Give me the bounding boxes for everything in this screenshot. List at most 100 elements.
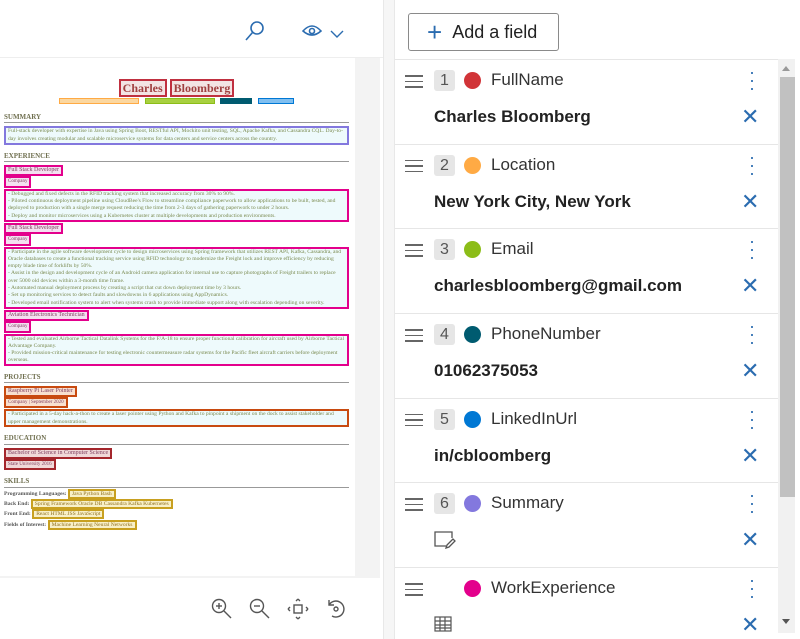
fields-panel: + Add a field 1 FullName · · · Charles Bloombe… [395, 0, 800, 639]
field-card[interactable]: WorkExperience · · · ✕ [395, 568, 778, 633]
linkedin-highlight [257, 98, 294, 104]
skill-label: Back End: [4, 500, 30, 507]
field-name: Summary [491, 493, 564, 513]
more-options-icon[interactable]: · · · [749, 231, 755, 268]
document-viewer: Charles Bloomberg SUMMARY Full-stack dev… [0, 58, 380, 578]
job-1: Full Stack Developer Company - Debugged … [4, 165, 349, 222]
field-name: LinkedInUrl [491, 408, 577, 428]
drag-handle-icon[interactable] [405, 159, 423, 177]
document-toolbar [0, 0, 383, 58]
more-options-icon[interactable]: · · · [749, 485, 755, 522]
edit-text-icon[interactable] [434, 531, 456, 554]
clear-icon[interactable]: ✕ [741, 612, 760, 633]
location-highlight [59, 98, 140, 104]
job-2: Full Stack Developer Company - Participa… [4, 222, 349, 309]
skill-value: Machine Learning Neural Networks [47, 519, 137, 530]
fit-to-page-icon[interactable] [286, 597, 310, 621]
education-school: State University 2016 [4, 459, 56, 471]
project-text: - Participated in a 5-day hack-a-thon to… [4, 409, 349, 428]
skill-row: Fields of Interest: Machine Learning Neu… [4, 519, 349, 530]
job-title: Full Stack Developer [4, 222, 63, 235]
project-title: Raspberry Pi Laser Pointer [4, 385, 77, 398]
job-title: Full Stack Developer [4, 165, 63, 177]
more-options-icon[interactable]: · · · [749, 62, 755, 98]
search-icon[interactable] [244, 20, 266, 47]
project-company: Company | September 2020 [4, 397, 68, 409]
more-options-icon[interactable]: · · · [749, 146, 755, 183]
job-company: Company [4, 176, 32, 188]
scroll-down-icon[interactable] [782, 619, 790, 624]
scroll-up-icon[interactable] [782, 66, 790, 71]
field-color-dot [464, 326, 481, 344]
eye-icon[interactable] [301, 24, 323, 43]
field-card[interactable]: 5 LinkedInUrl · · · in/cbloomberg ✕ [395, 399, 778, 484]
field-name: PhoneNumber [491, 324, 601, 344]
zoom-out-icon[interactable] [248, 597, 272, 621]
clear-icon[interactable]: ✕ [741, 527, 760, 553]
document-panel: Charles Bloomberg SUMMARY Full-stack dev… [0, 0, 383, 639]
email-highlight [144, 98, 215, 104]
job-company: Company [4, 321, 32, 333]
drag-handle-icon[interactable] [405, 244, 423, 261]
drag-handle-icon[interactable] [405, 583, 423, 600]
scrollbar-thumb[interactable] [780, 77, 795, 497]
drag-handle-icon[interactable] [405, 75, 423, 92]
clear-icon[interactable]: ✕ [741, 104, 760, 129]
field-card[interactable]: 4 PhoneNumber · · · 01062375053 ✕ [395, 314, 778, 399]
field-color-dot [464, 156, 481, 174]
resume-page: Charles Bloomberg SUMMARY Full-stack dev… [0, 58, 355, 576]
clear-icon[interactable]: ✕ [741, 273, 760, 299]
field-value[interactable]: New York City, New York [434, 191, 631, 211]
clear-icon[interactable]: ✕ [741, 442, 760, 468]
skill-value: React HTML JSS JavaScript [32, 509, 105, 520]
skill-label: Fields of Interest: [4, 521, 47, 528]
field-name: WorkExperience [491, 578, 616, 598]
clear-icon[interactable]: ✕ [741, 188, 760, 214]
table-icon[interactable] [434, 616, 452, 633]
panel-splitter[interactable] [383, 0, 395, 639]
field-card[interactable]: 2 Location · · · New York City, New York ✕ [395, 145, 778, 230]
field-card[interactable]: 1 FullName · · · Charles Bloomberg ✕ [395, 60, 778, 145]
field-card[interactable]: 3 Email · · · charlesbloomberg@gmail.com ✕ [395, 229, 778, 315]
add-field-label: Add a field [452, 21, 538, 42]
more-options-icon[interactable]: · · · [749, 400, 755, 437]
chevron-down-icon[interactable] [330, 26, 344, 44]
clear-icon[interactable]: ✕ [741, 358, 760, 384]
drag-handle-icon[interactable] [405, 329, 423, 346]
rotate-icon[interactable] [324, 597, 348, 621]
experience-heading: EXPERIENCE [4, 152, 349, 163]
field-number: 3 [434, 239, 455, 261]
field-value[interactable]: charlesbloomberg@gmail.com [434, 276, 683, 296]
field-list: 1 FullName · · · Charles Bloomberg ✕ 2 Location ·… [395, 59, 778, 633]
skill-row: Front End: React HTML JSS JavaScript [4, 509, 349, 520]
field-value[interactable]: in/cbloomberg [434, 445, 552, 465]
drag-handle-icon[interactable] [405, 413, 423, 431]
skill-label: Programming Languages: [4, 490, 67, 497]
field-name: Email [491, 239, 534, 259]
field-number: 2 [434, 154, 455, 176]
field-value[interactable]: 01062375053 [434, 361, 539, 381]
field-name: Location [491, 154, 556, 174]
name-first: Charles [118, 79, 167, 97]
job-text: - Tested and evaluated Airborne Tactical… [4, 333, 349, 366]
field-value[interactable]: Charles Bloomberg [434, 107, 591, 126]
field-number: 4 [434, 324, 455, 346]
drag-handle-icon[interactable] [405, 498, 423, 515]
viewer-controls [0, 580, 383, 639]
summary-heading: SUMMARY [4, 113, 349, 124]
add-field-button[interactable]: + Add a field [408, 13, 559, 51]
zoom-in-icon[interactable] [210, 597, 234, 621]
resume-contact [4, 98, 349, 106]
summary-text: Full-stack developer with expertise in J… [4, 126, 349, 145]
field-color-dot [464, 410, 481, 428]
job-text: - Debugged and fixed defects in the RFID… [4, 188, 349, 222]
name-last: Bloomberg [169, 79, 235, 97]
skill-label: Front End: [4, 511, 31, 518]
more-options-icon[interactable]: · · · [749, 316, 755, 353]
field-color-dot [464, 241, 481, 259]
field-number: 5 [434, 408, 455, 430]
field-card[interactable]: 6 Summary · · · ✕ [395, 483, 778, 569]
more-options-icon[interactable]: · · · [749, 570, 755, 607]
education-degree: Bachelor of Science in Computer Science [4, 447, 113, 460]
scrollbar[interactable] [778, 59, 795, 633]
